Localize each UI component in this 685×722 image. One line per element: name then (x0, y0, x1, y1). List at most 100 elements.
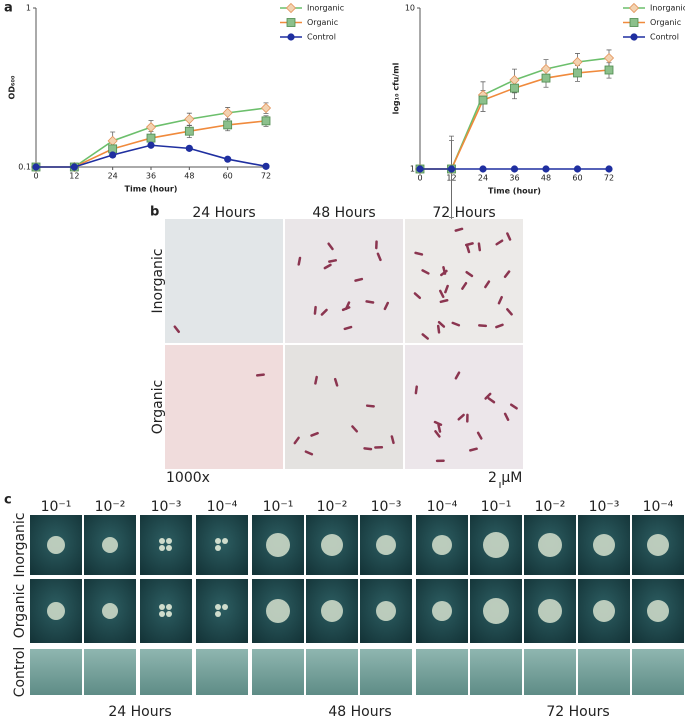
bacterium (314, 375, 318, 385)
bacterium (313, 305, 317, 315)
bacterium (469, 447, 478, 452)
plate-photo (578, 649, 630, 695)
error-bar (449, 140, 454, 218)
x-tick-label: 60 (223, 172, 233, 181)
colony (483, 532, 509, 558)
colony (538, 533, 562, 557)
scale-label: 2 μM (488, 470, 522, 486)
bacterium (437, 320, 446, 328)
x-tick-label: 0 (33, 172, 38, 181)
marker (107, 135, 118, 146)
bacterium (255, 373, 265, 377)
bacterium (506, 232, 512, 241)
colony (159, 611, 165, 617)
panel-label: a (4, 1, 13, 16)
bacterium (304, 450, 314, 456)
plate-photo (416, 649, 468, 695)
time-label: 48 Hours (328, 704, 391, 720)
micrograph (405, 345, 523, 469)
legend-label: Organic (307, 18, 338, 27)
plate-photo (306, 649, 358, 695)
bacterium (495, 239, 504, 246)
bacterium (457, 413, 465, 421)
marker (224, 155, 232, 163)
bacterium (414, 251, 424, 256)
y-tick-label: 10 (405, 4, 415, 13)
bacterium (434, 430, 441, 438)
bacterium (341, 306, 351, 312)
colony (593, 534, 615, 556)
dilution-label: 10⁻³ (151, 499, 182, 515)
marker (603, 52, 615, 64)
marker (604, 65, 614, 75)
marker (287, 33, 295, 41)
marker (222, 107, 233, 118)
marker (447, 165, 456, 173)
colony (47, 536, 65, 554)
colony (47, 602, 65, 620)
bacterium (421, 333, 429, 340)
micrograph (285, 219, 403, 343)
marker (540, 63, 552, 75)
dilution-label: 10⁻⁴ (643, 499, 674, 515)
marker (628, 2, 640, 14)
colony (159, 545, 165, 551)
marker (260, 102, 272, 114)
bacterium (451, 321, 461, 327)
colony (159, 538, 165, 544)
colony (166, 538, 172, 544)
bacterium (310, 431, 319, 437)
x-tick-label: 36 (146, 172, 156, 181)
bacterium (293, 436, 300, 445)
bacterium (509, 403, 518, 410)
colony (222, 538, 228, 544)
plate-photo (140, 649, 192, 695)
legend-label: Control (307, 33, 336, 42)
bacterium (333, 377, 339, 387)
micrograph (405, 219, 523, 343)
plate-photo (196, 649, 248, 695)
marker (542, 165, 550, 173)
colony (215, 538, 221, 544)
plate-photo (196, 579, 248, 643)
colony (538, 599, 562, 623)
bacterium (497, 295, 503, 305)
bacterium (439, 289, 445, 298)
row-label: Inorganic (150, 248, 166, 313)
bacterium (478, 324, 488, 328)
x-tick-label: 72 (604, 174, 614, 183)
marker (510, 83, 519, 93)
colony (166, 611, 172, 617)
bacterium (413, 292, 422, 300)
colony (647, 600, 669, 622)
dilution-label: 10⁻¹ (481, 499, 512, 515)
bacterium (506, 308, 513, 316)
plate-photo (524, 649, 576, 695)
bacterium (421, 269, 430, 275)
bacterium (435, 459, 445, 463)
row-label: Control (12, 647, 28, 698)
x-tick-label: 36 (509, 174, 519, 183)
colony (102, 603, 118, 619)
legend-label: Control (650, 33, 679, 42)
dilution-label: 10⁻³ (371, 499, 402, 515)
marker (573, 165, 582, 173)
panel-label: c (4, 493, 12, 508)
bacterium (495, 323, 504, 329)
plate-photo (140, 579, 192, 643)
bacterium (414, 385, 418, 395)
bacterium (503, 270, 511, 279)
dilution-label: 10⁻⁴ (207, 499, 238, 515)
plate-photo (470, 649, 522, 695)
bacterium (365, 300, 375, 304)
bacterium (465, 244, 471, 254)
x-tick-label: 60 (572, 174, 582, 183)
bacterium (376, 252, 382, 262)
colony (166, 545, 172, 551)
bacterium (476, 431, 483, 440)
bacterium (444, 284, 449, 294)
colony (376, 535, 396, 555)
x-axis-label: Time (hour) (125, 185, 178, 194)
column-label: 48 Hours (312, 205, 375, 221)
colony (376, 601, 396, 621)
